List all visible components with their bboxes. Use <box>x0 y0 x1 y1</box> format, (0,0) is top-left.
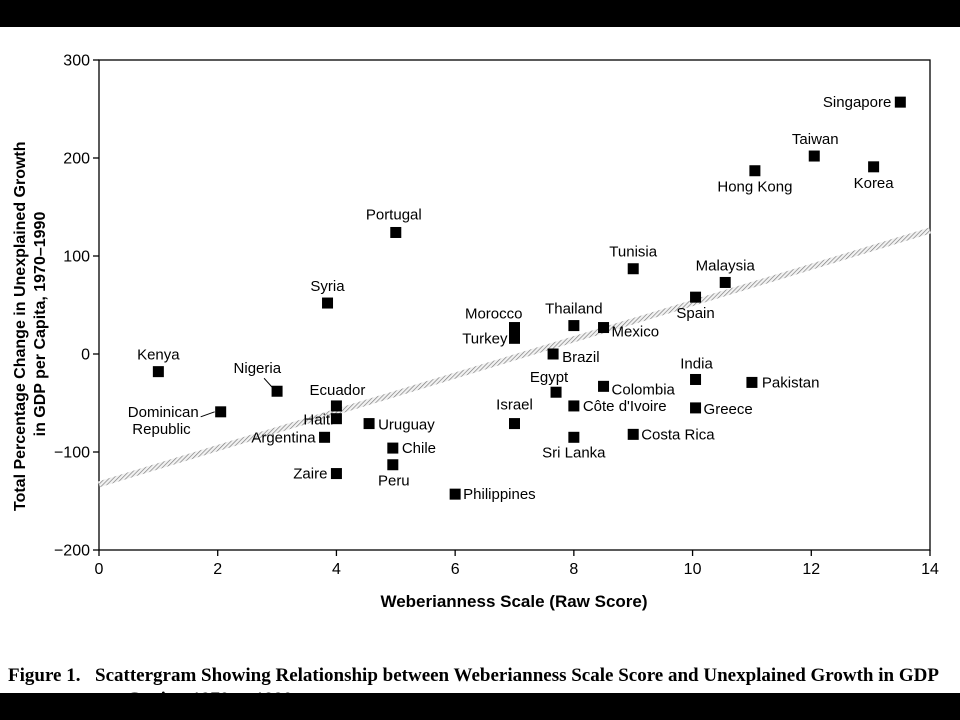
point-argentina <box>319 431 331 443</box>
y-axis-label-line-2: in GDP per Capita, 1970–1990 <box>32 212 49 437</box>
point-haiti <box>330 413 342 425</box>
point-label-c-te-d-ivoire: Côte d'Ivoire <box>583 398 667 415</box>
x-tick-label: 10 <box>684 561 702 578</box>
x-tick-label: 0 <box>95 561 104 578</box>
point-label-hong-kong: Hong Kong <box>717 179 792 196</box>
point-label-tunisia: Tunisia <box>609 244 657 261</box>
point-greece <box>690 402 702 414</box>
point-label-india: India <box>680 355 713 372</box>
y-tick-label: 0 <box>81 347 90 364</box>
x-axis-label: Weberianness Scale (Raw Score) <box>380 592 647 611</box>
point-label-thailand: Thailand <box>545 301 603 318</box>
x-tick-label: 4 <box>332 561 341 578</box>
point-label-korea: Korea <box>854 175 895 192</box>
point-taiwan <box>808 150 820 162</box>
point-label-syria: Syria <box>310 278 345 295</box>
point-zaire <box>330 468 342 480</box>
scatter-chart: 0 2 4 6 8 10 12 14 −200 −100 0 100 200 300 Singapore T… <box>12 53 939 612</box>
point-pakistan <box>746 376 758 388</box>
x-tick-label: 12 <box>802 561 820 578</box>
point-label-nigeria: Nigeria <box>234 360 282 377</box>
y-tick-label: −200 <box>54 543 90 560</box>
point-label-philippines: Philippines <box>463 486 536 503</box>
point-label-costa-rica: Costa Rica <box>641 426 715 443</box>
point-india <box>690 373 702 385</box>
x-tick-label: 6 <box>451 561 460 578</box>
y-axis-label: Total Percentage Change in Unexplained G… <box>12 137 49 511</box>
point-costa-rica <box>627 428 639 440</box>
point-label-israel: Israel <box>496 397 533 414</box>
point-spain <box>690 291 702 303</box>
point-peru <box>387 459 399 471</box>
point-label-colombia: Colombia <box>612 381 676 398</box>
point-label-uruguay: Uruguay <box>378 417 435 434</box>
point-colombia <box>598 380 610 392</box>
point-label-haiti: Haiti <box>303 412 333 429</box>
point-israel <box>509 418 520 430</box>
y-tick-label: 200 <box>63 151 90 168</box>
point-label-morocco: Morocco <box>465 306 523 323</box>
x-tick-label: 14 <box>921 561 939 578</box>
y-tick-label: 100 <box>63 249 90 266</box>
point-morocco <box>509 322 520 334</box>
leader-line <box>200 411 215 418</box>
point-philippines <box>449 488 461 500</box>
point-hong-kong <box>749 165 761 177</box>
point-sri-lanka <box>568 431 580 443</box>
point-korea <box>868 161 880 173</box>
point-uruguay <box>363 418 375 430</box>
point-label-turkey: Turkey <box>462 330 508 347</box>
point-egypt <box>550 386 562 398</box>
point-ecuador <box>330 400 342 412</box>
plot-area <box>98 59 931 551</box>
y-tick-label: −100 <box>54 445 90 462</box>
x-tick-label: 2 <box>213 561 222 578</box>
point-label-zaire: Zaire <box>293 466 327 483</box>
point-kenya <box>152 366 164 378</box>
caption-text: Scattergram Showing Relationship between… <box>95 665 938 710</box>
point-label-ecuador: Ecuador <box>309 382 365 399</box>
point-label-greece: Greece <box>704 401 753 418</box>
point-label-argentina: Argentina <box>251 429 316 446</box>
point-portugal <box>390 226 402 238</box>
point-singapore <box>894 96 906 108</box>
point-label-kenya: Kenya <box>137 347 180 364</box>
caption-number: Figure 1. <box>8 665 81 686</box>
point-label-peru: Peru <box>378 473 410 490</box>
point-brazil <box>547 348 559 360</box>
y-axis-label-line-1: Total Percentage Change in Unexplained G… <box>12 141 29 511</box>
point-label-taiwan: Taiwan <box>792 131 839 148</box>
point-chile <box>387 442 399 454</box>
regression-line <box>98 227 931 488</box>
point-label-singapore: Singapore <box>823 94 891 111</box>
point-mexico <box>598 322 610 334</box>
point-label-chile: Chile <box>402 440 436 457</box>
point-nigeria <box>271 385 283 397</box>
point-label-egypt: Egypt <box>530 369 569 386</box>
point-label-sri-lanka: Sri Lanka <box>542 444 606 461</box>
point-dominican-republic <box>215 406 227 418</box>
point-label-pakistan: Pakistan <box>762 374 820 391</box>
point-label-dominican-republic: Dominican Republic <box>128 404 199 438</box>
point-label-brazil: Brazil <box>562 349 600 366</box>
point-label-mexico: Mexico <box>612 324 660 341</box>
point-label-spain: Spain <box>676 305 714 322</box>
x-tick-label: 8 <box>569 561 578 578</box>
point-thailand <box>568 320 580 332</box>
point-turkey <box>509 332 520 344</box>
y-tick-label: 300 <box>63 53 90 70</box>
document-page: 0 2 4 6 8 10 12 14 −200 −100 0 100 200 300 Singapore T… <box>0 27 960 710</box>
point-label-portugal: Portugal <box>366 206 422 223</box>
point-syria <box>322 297 334 309</box>
point-tunisia <box>627 263 639 275</box>
point-malaysia <box>719 276 731 288</box>
point-c-te-d-ivoire <box>568 400 580 412</box>
point-label-malaysia: Malaysia <box>696 257 756 274</box>
